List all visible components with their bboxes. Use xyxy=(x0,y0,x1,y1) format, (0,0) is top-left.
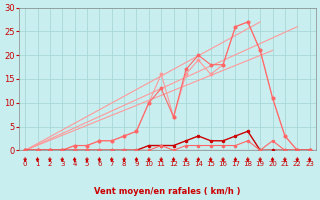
X-axis label: Vent moyen/en rafales ( km/h ): Vent moyen/en rafales ( km/h ) xyxy=(94,187,241,196)
